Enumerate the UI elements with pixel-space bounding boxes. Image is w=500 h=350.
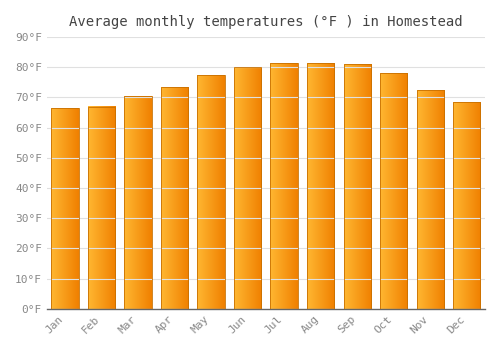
Bar [52,108,79,309]
Bar [307,63,334,309]
Bar [270,63,298,309]
Bar [344,64,371,309]
Title: Average monthly temperatures (°F ) in Homestead: Average monthly temperatures (°F ) in Ho… [69,15,462,29]
Bar [161,87,188,309]
Bar [453,102,480,309]
Bar [234,67,262,309]
Bar [88,106,116,309]
Bar [124,96,152,309]
Bar [380,74,407,309]
Bar [198,75,225,309]
Bar [416,90,444,309]
